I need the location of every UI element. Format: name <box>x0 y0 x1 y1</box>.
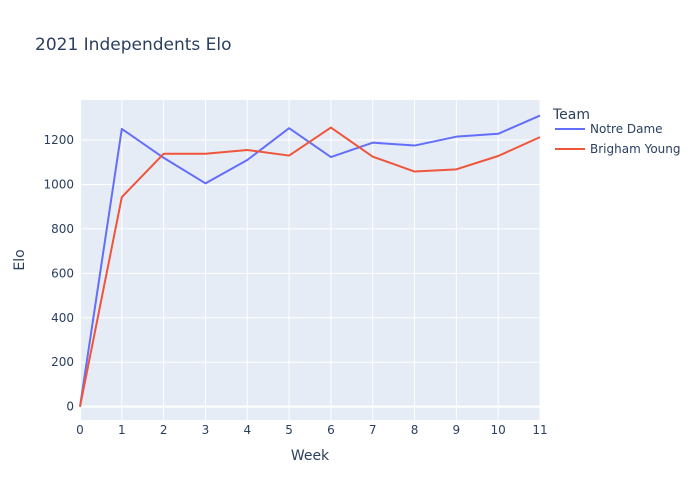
x-tick-label: 0 <box>76 423 84 437</box>
x-tick-label: 4 <box>243 423 251 437</box>
x-tick-label: 5 <box>285 423 293 437</box>
x-tick-label: 9 <box>453 423 461 437</box>
x-tick-label: 7 <box>369 423 377 437</box>
y-tick-label: 400 <box>51 311 74 325</box>
y-tick-label: 800 <box>51 222 74 236</box>
grid-lines <box>79 100 541 420</box>
legend: Team Notre Dame Brigham Young <box>552 107 681 156</box>
x-axis-ticks: 0 1 2 3 4 5 6 7 8 9 10 11 <box>76 423 547 437</box>
y-tick-label: 1000 <box>43 177 74 191</box>
y-tick-label: 0 <box>66 400 74 414</box>
series-line-brigham-young <box>79 126 541 407</box>
chart-title: 2021 Independents Elo <box>35 35 232 55</box>
legend-items: Notre Dame Brigham Young <box>555 122 681 156</box>
y-tick-label: 200 <box>51 355 74 369</box>
y-tick-label: 1200 <box>43 133 74 147</box>
legend-item-label: Brigham Young <box>590 142 681 156</box>
x-tick-label: 11 <box>532 423 547 437</box>
y-tick-label: 600 <box>51 266 74 280</box>
x-axis-title: Week <box>291 448 330 464</box>
x-tick-label: 6 <box>327 423 335 437</box>
y-axis-ticks: 0 200 400 600 800 1000 1200 <box>43 133 74 414</box>
x-tick-label: 1 <box>118 423 126 437</box>
series-lines <box>79 114 541 407</box>
legend-item-label: Notre Dame <box>590 122 663 136</box>
legend-title: Team <box>552 107 590 123</box>
x-tick-label: 8 <box>411 423 419 437</box>
x-tick-label: 3 <box>202 423 210 437</box>
x-tick-label: 2 <box>160 423 168 437</box>
y-axis-title: Elo <box>12 249 28 270</box>
x-tick-label: 10 <box>491 423 506 437</box>
